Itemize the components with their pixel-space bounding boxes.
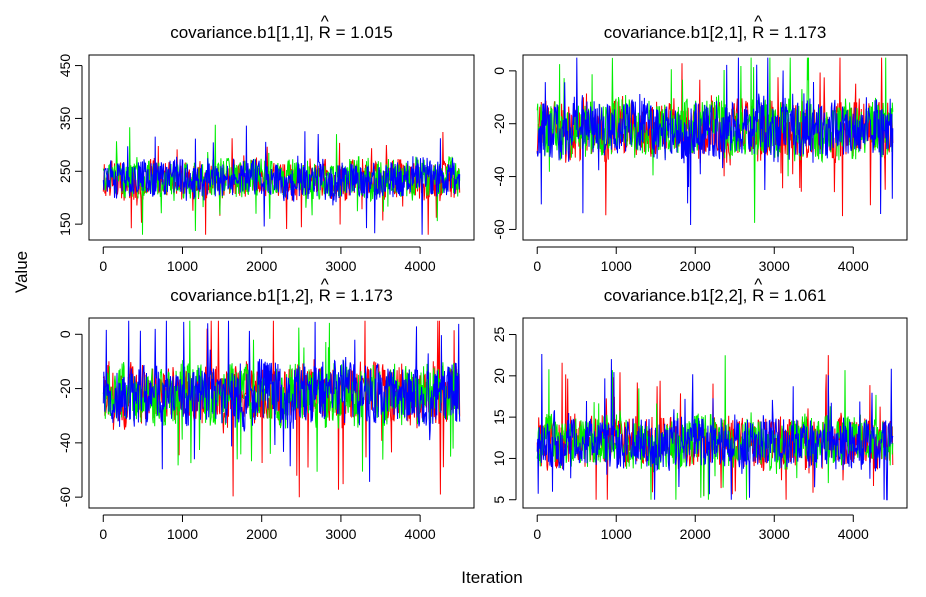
x-tick-label: 2000 <box>246 526 277 542</box>
plot-frame <box>88 317 475 509</box>
y-tick-label: 5 <box>491 496 507 504</box>
y-tick-label: 0 <box>57 330 73 338</box>
x-tick-label: 0 <box>533 526 541 542</box>
x-tick-label: 2000 <box>680 258 711 274</box>
chain-3-trace-line <box>102 320 461 482</box>
panels: 0 1000 2000 3000 4000150250350450covariance.… <box>57 12 908 542</box>
x-tick-label: 0 <box>99 526 107 542</box>
x-tick-label: 1000 <box>601 526 632 542</box>
y-tick-label: 20 <box>491 368 507 384</box>
y-tick-label: -40 <box>491 166 507 186</box>
y-tick-label: 250 <box>57 159 73 183</box>
x-tick-label: 3000 <box>325 526 356 542</box>
trace-panel: 0 1000 2000 3000 4000 -60 -40 -20 0 covariance.b1… <box>491 12 908 274</box>
trace-panel: 0 1000 2000 3000 4000 150 250 350 450 covariance.… <box>57 12 475 274</box>
x-tick-label: 4000 <box>838 526 869 542</box>
panel-title: covariance.b1[1,1], R = 1.015 <box>170 23 393 42</box>
y-tick-label: 10 <box>491 450 507 466</box>
x-tick-label: 0 <box>533 258 541 274</box>
x-tick-label: 2000 <box>680 526 711 542</box>
x-tick-label: 3000 <box>325 258 356 274</box>
x-tick-label: 3000 <box>759 526 790 542</box>
y-tick-label: 350 <box>57 107 73 131</box>
y-tick-label: -60 <box>57 487 73 507</box>
trace-panel: 0 1000 2000 3000 4000 -60 -40 -20 0 covariance.b1… <box>57 275 475 542</box>
y-tick-label: 0 <box>491 67 507 75</box>
x-tick-label: 4000 <box>405 526 436 542</box>
y-axis-title: Value <box>12 251 31 293</box>
r-hat-accent: ^ <box>321 12 329 31</box>
x-tick-label: 0 <box>99 258 107 274</box>
y-tick-label: -40 <box>57 433 73 453</box>
y-tick-label: 25 <box>491 327 507 343</box>
y-tick-label: 15 <box>491 409 507 425</box>
plot-frame <box>88 54 475 241</box>
y-tick-label: 450 <box>57 54 73 78</box>
r-hat-accent: ^ <box>754 275 762 294</box>
chain-3-trace-line <box>102 125 461 235</box>
chain-3-trace-line <box>536 57 894 226</box>
panel-title: covariance.b1[1,2], R = 1.173 <box>170 286 393 305</box>
x-tick-label: 1000 <box>167 258 198 274</box>
chain-3-trace-line <box>536 353 894 501</box>
x-tick-label: 1000 <box>601 258 632 274</box>
panel-title: covariance.b1[2,1], R = 1.173 <box>604 23 827 42</box>
plot-frame <box>522 54 908 241</box>
y-tick-label: -20 <box>57 378 73 398</box>
y-tick-label: -60 <box>491 219 507 239</box>
y-tick-label: 150 <box>57 212 73 236</box>
x-tick-label: 4000 <box>405 258 436 274</box>
y-tick-label: -20 <box>491 113 507 133</box>
x-tick-label: 1000 <box>167 526 198 542</box>
x-axis-title: Iteration <box>461 568 522 587</box>
x-tick-label: 3000 <box>759 258 790 274</box>
trace-panel: 0 1000 2000 3000 4000 5 10 15 20 25 covariance.b1[… <box>491 275 908 542</box>
r-hat-accent: ^ <box>321 275 329 294</box>
x-tick-label: 4000 <box>838 258 869 274</box>
x-tick-label: 2000 <box>246 258 277 274</box>
r-hat-accent: ^ <box>754 12 762 31</box>
panel-title: covariance.b1[2,2], R = 1.061 <box>604 286 827 305</box>
plot-frame <box>522 317 908 509</box>
